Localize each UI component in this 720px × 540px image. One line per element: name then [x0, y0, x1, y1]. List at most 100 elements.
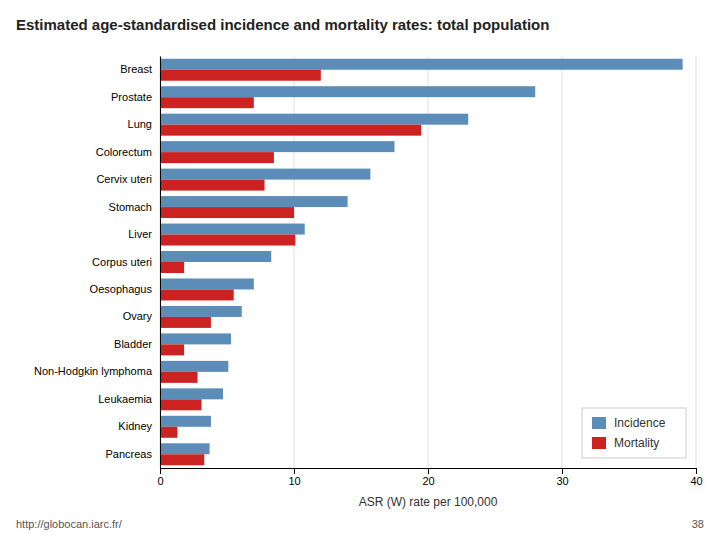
bar: [160, 59, 683, 70]
y-tick: Pancreas: [106, 448, 153, 460]
bar: [160, 224, 305, 235]
bar: [160, 235, 295, 246]
x-tick-mark: [160, 468, 161, 474]
bar: [160, 289, 234, 300]
annotation: 38: [692, 518, 704, 530]
legend: Incidence Mortality: [582, 408, 686, 458]
bar: [160, 152, 274, 163]
legend-label: Incidence: [614, 416, 666, 430]
y-tick-label: Corpus uteri: [92, 256, 152, 268]
grid-line: [160, 56, 161, 468]
bar: [160, 361, 228, 372]
title: Estimated age-standardised incidence and…: [16, 16, 549, 33]
legend-swatch: [592, 417, 606, 429]
y-tick-label: Prostate: [111, 91, 152, 103]
x-tick-mark: [696, 468, 697, 474]
y-axis-line: [160, 57, 161, 469]
y-tick: Colorectum: [96, 146, 152, 158]
y-tick: Corpus uteri: [92, 256, 152, 268]
bar: [160, 388, 223, 399]
y-tick-label: Leukaemia: [98, 393, 153, 405]
y-tick-label: Oesophagus: [90, 283, 153, 295]
x-tick: 20: [422, 468, 434, 487]
y-tick: Non-Hodgkin lymphoma: [34, 365, 153, 377]
grid: [160, 56, 696, 468]
legend-box: [582, 408, 686, 458]
bar: [160, 399, 202, 410]
x-tick: 30: [556, 468, 568, 487]
x-tick: 40: [690, 468, 702, 487]
y-tick: Bladder: [114, 338, 152, 350]
legend-label: Mortality: [614, 436, 659, 450]
bar: [160, 443, 210, 454]
y-tick: Cervix uteri: [96, 173, 152, 185]
bar: [160, 114, 468, 125]
bar: [160, 97, 254, 108]
bar: [160, 427, 177, 438]
y-axis: Breast Prostate Lung Colorectum Cervix uteri…: [34, 57, 161, 469]
bar: [160, 344, 184, 355]
bar: [160, 306, 242, 317]
y-tick-label: Pancreas: [106, 448, 153, 460]
series: [160, 59, 683, 455]
x-tick-mark: [294, 468, 295, 474]
legend-item: Mortality: [592, 436, 659, 450]
bar: [160, 180, 265, 191]
y-tick: Oesophagus: [90, 283, 153, 295]
annotation: http://globocan.iarc.fr/: [16, 518, 123, 530]
x-tick-label: 10: [288, 475, 300, 487]
plot: 0 10 20 30 40 Breast Prostate Lung Colorectum Cer…: [34, 56, 703, 487]
bar: [160, 125, 421, 136]
bar: [160, 333, 231, 344]
y-tick: Liver: [128, 228, 152, 240]
y-tick: Prostate: [111, 91, 152, 103]
y-tick: Leukaemia: [98, 393, 153, 405]
y-tick-label: Non-Hodgkin lymphoma: [34, 365, 153, 377]
legend-swatch: [592, 437, 606, 449]
bar: [160, 207, 294, 218]
y-tick-label: Colorectum: [96, 146, 152, 158]
y-tick: Breast: [120, 63, 152, 75]
bar: [160, 169, 370, 180]
y-tick-label: Cervix uteri: [96, 173, 152, 185]
bar: [160, 86, 535, 97]
x-tick-label: 20: [422, 475, 434, 487]
x-tick: 0: [157, 468, 163, 487]
bar: [160, 141, 395, 152]
bar: [160, 70, 321, 81]
x-tick-label: 40: [690, 475, 702, 487]
x-tick: 10: [288, 468, 300, 487]
bar: [160, 317, 211, 328]
y-tick: Lung: [128, 118, 152, 130]
grid-line: [562, 56, 563, 468]
chart: Estimated age-standardised incidence and…: [0, 0, 720, 540]
bars: [160, 59, 683, 466]
bar: [160, 278, 254, 289]
y-tick-label: Lung: [128, 118, 152, 130]
bar: [160, 196, 348, 207]
y-tick-label: Liver: [128, 228, 152, 240]
y-tick-label: Breast: [120, 63, 152, 75]
x-tick-mark: [562, 468, 563, 474]
bar: [160, 416, 211, 427]
y-tick: Stomach: [109, 201, 152, 213]
y-tick-label: Bladder: [114, 338, 152, 350]
y-tick: Ovary: [123, 310, 153, 322]
x-axis-line: [161, 469, 697, 475]
series: [160, 70, 421, 466]
grid-line: [696, 56, 697, 468]
x-tick-mark: [428, 468, 429, 474]
x-tick-label: 0: [157, 475, 163, 487]
bar: [160, 372, 198, 383]
y-tick-label: Kidney: [118, 420, 152, 432]
y-tick-label: Ovary: [123, 310, 153, 322]
bar: [160, 454, 204, 465]
x-axis-title: ASR (W) rate per 100,000: [359, 495, 498, 509]
legend-item: Incidence: [592, 416, 666, 430]
x-axis: 0 10 20 30 40: [157, 468, 702, 487]
bar: [160, 251, 271, 262]
x-tick-label: 30: [556, 475, 568, 487]
y-tick-label: Stomach: [109, 201, 152, 213]
bar: [160, 262, 184, 273]
y-tick: Kidney: [118, 420, 152, 432]
